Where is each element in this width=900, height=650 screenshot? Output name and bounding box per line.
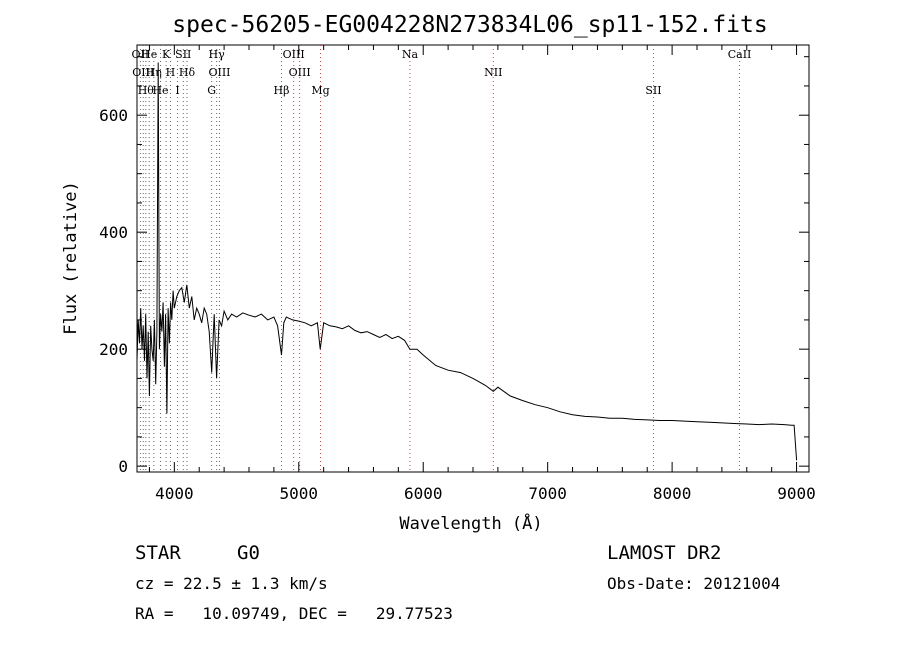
x-tick-label: 9000 [777, 484, 816, 503]
spectral-line-label: He [141, 48, 157, 61]
spectral-line-label: SII [175, 48, 191, 61]
observation-date: Obs-Date: 20121004 [607, 574, 781, 593]
spectral-line-label: I [175, 84, 179, 97]
x-axis: 4000 5000 6000 7000 8000 9000 [148, 45, 816, 503]
spectral-line-label: NII [484, 66, 502, 79]
spectral-line-label: OIII [283, 48, 305, 61]
spectral-line-label: Hγ [209, 48, 226, 61]
spectral-line-label: Mg [311, 84, 329, 97]
x-tick-label: 5000 [280, 484, 319, 503]
x-axis-label: Wavelength (Å) [399, 512, 542, 534]
spectral-line-label: Hβ [274, 84, 290, 97]
spectral-line-label: Hδ [179, 66, 196, 79]
y-tick-label: 600 [99, 106, 128, 125]
spectral-line-label: G [207, 84, 216, 97]
chart-title: spec-56205-EG004228N273834L06_sp11-152.f… [172, 12, 767, 38]
redshift-value: cz = 22.5 ± 1.3 km/s [135, 574, 328, 593]
spectral-line-label: Hη [146, 66, 162, 79]
spectral-line-label: OII [132, 48, 150, 61]
y-tick-label: 0 [118, 457, 128, 476]
spectral-line-label: He [152, 84, 168, 97]
x-tick-label: 8000 [653, 484, 692, 503]
spectral-line-label: Na [402, 48, 419, 61]
survey-name: LAMOST DR2 [607, 542, 722, 564]
spectral-line-label: K [162, 48, 171, 61]
x-tick-label: 6000 [404, 484, 443, 503]
object-subclass: G0 [237, 542, 260, 564]
y-axis-label: Flux (relative) [61, 181, 81, 335]
object-class: STAR [135, 542, 181, 564]
x-tick-label: 4000 [155, 484, 194, 503]
flux-series-line [136, 62, 798, 461]
spectral-line-label: H [166, 66, 176, 79]
spectral-line-markers: OIIOIIIHθHeHηHeKHISIIHδGHγOIIIHβOIIIOIII… [132, 45, 752, 472]
spectral-line-label: OIII [289, 66, 311, 79]
spectral-line-label: CaII [728, 48, 752, 61]
spectral-line-label: OIII [208, 66, 230, 79]
spectral-line-label: SII [645, 84, 661, 97]
y-axis: 0 200 400 600 [99, 56, 809, 476]
y-tick-label: 400 [99, 223, 128, 242]
y-tick-label: 200 [99, 340, 128, 359]
x-tick-label: 7000 [528, 484, 567, 503]
sky-coordinates: RA = 10.09749, DEC = 29.77523 [135, 604, 453, 623]
plot-frame [136, 44, 810, 473]
spectral-line-label: Hθ [138, 84, 155, 97]
